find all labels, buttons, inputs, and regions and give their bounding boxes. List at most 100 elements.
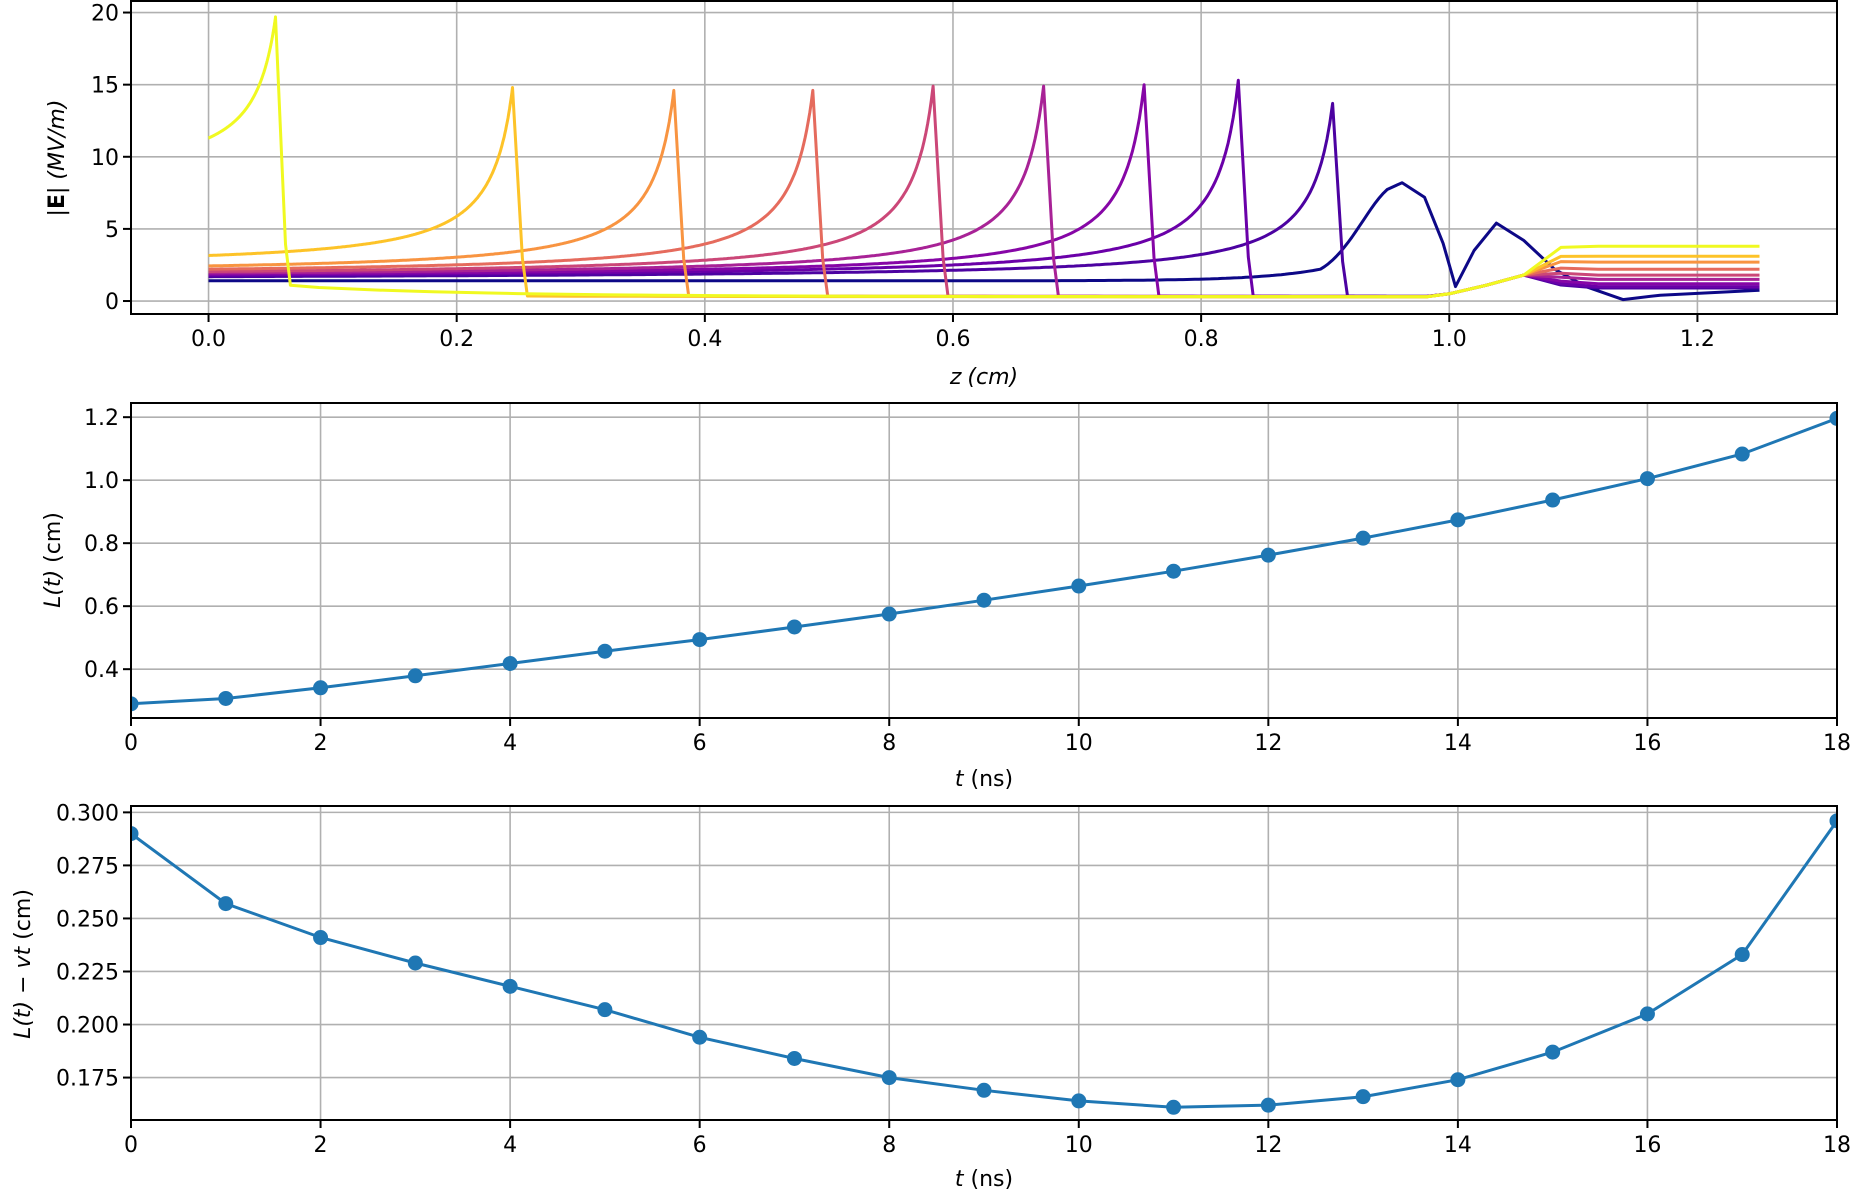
y-tick-label: 1.0 (84, 469, 119, 494)
y-tick-label: 0.175 (56, 1067, 119, 1092)
x-tick-label: 0 (124, 1133, 138, 1158)
data-point-marker (881, 1070, 897, 1086)
x-tick-label: 4 (503, 1133, 517, 1158)
data-point-marker (131, 696, 139, 712)
data-point-marker (786, 1050, 802, 1066)
data-point-marker (1071, 578, 1087, 594)
data-point-marker (1355, 530, 1371, 546)
length-frame (130, 402, 1838, 719)
data-point-marker (502, 656, 518, 672)
x-tick-label: 10 (1065, 731, 1093, 756)
data-point-marker (1260, 547, 1276, 563)
data-point-marker (692, 1029, 708, 1045)
data-point-marker (218, 896, 234, 912)
data-point-marker (1734, 446, 1750, 462)
efield-profile-axes: 0.0 0.2 0.4 0.6 0.8 1.0 1.2 0 5 10 15 20 z (cm) |E| … (45, 0, 1838, 390)
efield-curve (208, 84, 1760, 299)
x-tick-label: 6 (693, 731, 707, 756)
data-point-marker (1829, 813, 1837, 829)
efield-ylabel: |E| (MV/m) (45, 100, 70, 217)
data-point-marker (881, 606, 897, 622)
data-point-marker (692, 632, 708, 648)
length-xlabel: t (ns) (955, 767, 1013, 792)
series-line (131, 416, 1837, 706)
y-tick-label: 15 (91, 74, 119, 99)
data-point-marker (502, 978, 518, 994)
efield-curve (208, 84, 1760, 299)
length-minus-vt-ticks: 0 2 4 6 8 10 12 14 16 18 0.175 0.200 0.225 0.250 0.275… (56, 801, 1850, 1158)
length-series (131, 410, 1837, 712)
x-tick-label: 0 (124, 731, 138, 756)
length-minus-vt-ylabel: L(t) − vt (cm) (11, 889, 36, 1039)
data-point-marker (407, 668, 423, 684)
y-tick-label: 10 (91, 146, 119, 171)
length-minus-vt-series (131, 813, 1837, 1115)
y-tick-label: 0.8 (84, 532, 119, 557)
data-point-marker (1829, 410, 1837, 426)
y-tick-label: 0.225 (56, 960, 119, 985)
data-point-marker (1450, 1072, 1466, 1088)
data-point-marker (1166, 563, 1182, 579)
data-point-marker (313, 930, 329, 946)
y-tick-label: 0.275 (56, 854, 119, 879)
x-tick-label: 12 (1254, 731, 1282, 756)
x-tick-label: 18 (1823, 1133, 1850, 1158)
data-point-marker (597, 1002, 613, 1018)
y-tick-label: 0.6 (84, 595, 119, 620)
data-point-marker (1071, 1093, 1087, 1109)
x-tick-label: 0.4 (687, 327, 722, 352)
data-point-marker (407, 955, 423, 971)
data-point-marker (1639, 1006, 1655, 1022)
y-tick-label: 0.4 (84, 658, 119, 683)
y-tick-label: 0.200 (56, 1014, 119, 1039)
length-axes: 0 2 4 6 8 10 12 14 16 18 0.4 0.6 0.8 1.0 1.2 t (ns) L(… (41, 402, 1850, 792)
x-tick-label: 12 (1254, 1133, 1282, 1158)
x-tick-label: 16 (1633, 731, 1661, 756)
y-tick-label: 0.300 (56, 801, 119, 826)
series-line (131, 820, 1837, 1109)
x-tick-label: 18 (1823, 731, 1850, 756)
y-tick-label: 5 (105, 218, 119, 243)
y-tick-label: 0.250 (56, 907, 119, 932)
x-tick-label: 10 (1065, 1133, 1093, 1158)
length-minus-vt-grid (130, 806, 1838, 1120)
efield-curve (208, 181, 1760, 302)
efield-xlabel: z (cm) (949, 365, 1018, 390)
efield-curves (207, 15, 1760, 302)
length-minus-vt-axes: 0 2 4 6 8 10 12 14 16 18 0.175 0.200 0.225 0.250 0.275… (11, 801, 1850, 1191)
data-point-marker (976, 592, 992, 608)
data-point-marker (786, 619, 802, 635)
data-point-marker (313, 680, 329, 696)
data-point-marker (1545, 1044, 1561, 1060)
y-tick-label: 0 (105, 290, 119, 315)
x-tick-label: 14 (1444, 1133, 1472, 1158)
data-point-marker (131, 826, 139, 842)
length-ylabel: L(t) (cm) (41, 512, 66, 608)
x-tick-label: 0.6 (935, 327, 970, 352)
data-point-marker (1355, 1089, 1371, 1105)
data-point-marker (1545, 492, 1561, 508)
efield-ticks: 0.0 0.2 0.4 0.6 0.8 1.0 1.2 0 5 10 15 20 (91, 2, 1715, 352)
y-tick-label: 20 (91, 2, 119, 27)
x-tick-label: 1.0 (1432, 327, 1467, 352)
x-tick-label: 14 (1444, 731, 1472, 756)
x-tick-label: 8 (882, 1133, 896, 1158)
length-minus-vt-xlabel: t (ns) (955, 1167, 1013, 1191)
efield-curve (208, 88, 1760, 299)
data-point-marker (1639, 471, 1655, 487)
data-point-marker (597, 643, 613, 659)
x-tick-label: 2 (314, 731, 328, 756)
efield-grid (131, 1, 1837, 314)
length-minus-vt-frame (130, 805, 1838, 1121)
x-tick-label: 0.8 (1184, 327, 1219, 352)
efield-curve (207, 86, 1760, 299)
length-grid (130, 403, 1838, 718)
x-tick-label: 6 (693, 1133, 707, 1158)
y-tick-label: 1.2 (84, 406, 119, 431)
efield-curve (208, 88, 1760, 299)
length-ticks: 0 2 4 6 8 10 12 14 16 18 0.4 0.6 0.8 1.0 1.2 (84, 406, 1850, 756)
x-tick-label: 16 (1633, 1133, 1661, 1158)
data-point-marker (218, 690, 234, 706)
x-tick-label: 0.2 (439, 327, 474, 352)
